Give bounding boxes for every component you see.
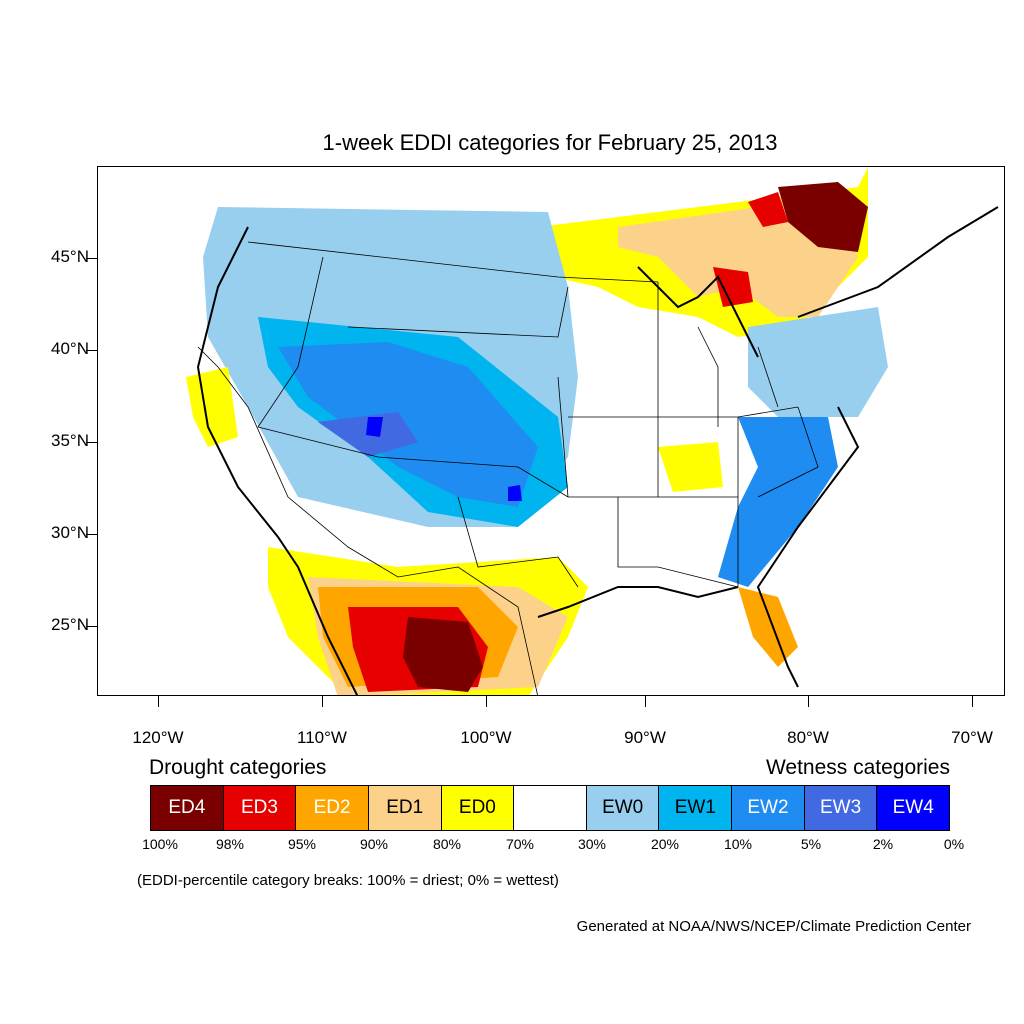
wetness-categories-label: Wetness categories: [765, 756, 950, 779]
lon-label-80: 80°W: [787, 728, 829, 747]
eddi-map: [186, 167, 999, 695]
lat-tick-25: [86, 626, 97, 627]
lat-tick-45: [86, 258, 97, 259]
lat-tick-30: [86, 534, 97, 535]
coastlines: [196, 206, 999, 695]
break-label: 5%: [800, 836, 822, 852]
lat-label-30: 30°N: [51, 523, 89, 542]
lon-tick-100: [486, 696, 487, 707]
legend-cell-ed1: ED1: [368, 786, 442, 830]
drought-categories-label: Drought categories: [149, 756, 327, 779]
lon-label-90: 90°W: [624, 728, 666, 747]
ed2-region-florida: [738, 587, 798, 667]
legend-cell-ew4: EW4: [877, 786, 950, 830]
break-label: 80%: [432, 836, 462, 852]
ed4-region-mexico: [403, 617, 483, 692]
ed3-region-quebec: [748, 192, 788, 227]
lat-label-35: 35°N: [51, 431, 89, 450]
lat-label-40: 40°N: [51, 339, 89, 358]
ew0-region-northeast: [748, 307, 888, 417]
lat-tick-40: [86, 350, 97, 351]
break-label: 20%: [650, 836, 680, 852]
ed0-region-california: [186, 367, 238, 447]
ed4-region-quebec: [778, 182, 868, 252]
break-label: 0%: [943, 836, 965, 852]
legend-cell-ed2: ED2: [296, 786, 369, 830]
lon-tick-120: [158, 696, 159, 707]
break-label: 70%: [505, 836, 535, 852]
boundaries: [197, 241, 819, 695]
breaks-note: (EDDI-percentile category breaks: 100% =…: [137, 872, 559, 889]
lat-label-25: 25°N: [51, 615, 89, 634]
page-title: 1-week EDDI categories for February 25, …: [322, 130, 778, 155]
lat-tick-35: [86, 442, 97, 443]
lon-label-110: 110°W: [297, 728, 347, 747]
break-label: 10%: [723, 836, 753, 852]
ew4-region-core: [366, 417, 383, 437]
break-label: 30%: [577, 836, 607, 852]
legend-cell-ew2: EW2: [732, 786, 805, 830]
ew2-region-west: [278, 342, 538, 507]
legend-cell-ew1: EW1: [659, 786, 733, 830]
lon-tick-80: [808, 696, 809, 707]
ew4-region-kansas: [508, 485, 522, 501]
lon-label-100: 100°W: [460, 728, 512, 747]
lon-label-70: 70°W: [951, 728, 993, 747]
break-label: 2%: [872, 836, 894, 852]
lon-tick-110: [322, 696, 323, 707]
legend-cell-ed4: ED4: [151, 786, 224, 830]
lon-tick-70: [972, 696, 973, 707]
legend-cell-ew3: EW3: [804, 786, 878, 830]
legend-cell-ew0: EW0: [586, 786, 660, 830]
legend-cell-normal: [514, 786, 587, 830]
break-label: 95%: [287, 836, 317, 852]
credit-text: Generated at NOAA/NWS/NCEP/Climate Predi…: [576, 918, 971, 935]
break-label: 100%: [142, 836, 178, 852]
lon-tick-90: [645, 696, 646, 707]
ed3-region-ontario: [713, 267, 753, 307]
break-label: 98%: [215, 836, 245, 852]
ew1-region-southeast: [718, 417, 838, 587]
break-label: 90%: [359, 836, 389, 852]
ed0-region-tennessee: [658, 442, 723, 492]
lat-label-45: 45°N: [51, 247, 89, 266]
legend-bar: ED4 ED3 ED2 ED1 ED0 EW0 EW1 EW2 EW3 EW4: [150, 785, 950, 831]
lon-label-120: 120°W: [132, 728, 184, 747]
legend-cell-ed0: ED0: [441, 786, 515, 830]
legend-cell-ed3: ED3: [223, 786, 297, 830]
map-frame: [97, 166, 1005, 696]
